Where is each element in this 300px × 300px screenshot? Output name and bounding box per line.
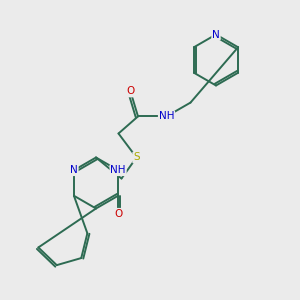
Text: O: O bbox=[114, 209, 122, 219]
Text: NH: NH bbox=[159, 111, 174, 122]
Text: O: O bbox=[126, 86, 135, 97]
Text: S: S bbox=[133, 152, 140, 163]
Text: N: N bbox=[70, 165, 78, 175]
Text: NH: NH bbox=[110, 165, 126, 175]
Text: N: N bbox=[212, 29, 220, 40]
